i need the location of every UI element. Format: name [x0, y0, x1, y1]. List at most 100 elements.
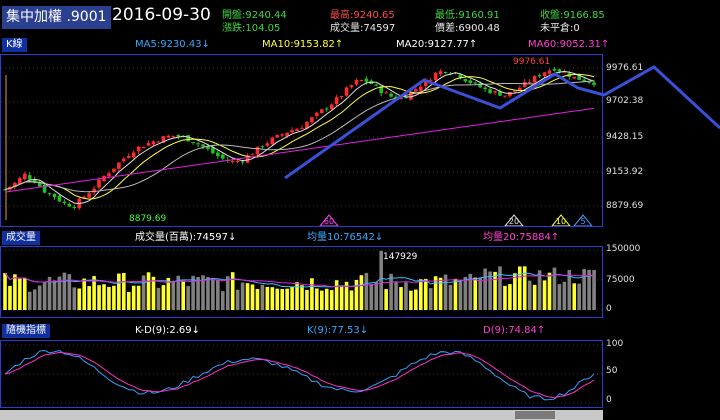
candle-body: [354, 80, 359, 85]
volume-chart: 147929: [1, 249, 602, 311]
volume-bar: [260, 284, 265, 310]
volume-bar: [592, 269, 596, 310]
open-price: 開盤:9240.44: [222, 10, 287, 21]
volume-bar: [562, 281, 567, 310]
k-line: [4, 349, 595, 401]
candle-body: [518, 87, 522, 91]
high-marker: 9976.61: [513, 57, 550, 67]
candle-body: [171, 135, 176, 137]
candle-body: [235, 161, 240, 163]
volume-bar: [235, 289, 240, 310]
volume-bar: [324, 288, 329, 310]
candle-body: [216, 152, 220, 157]
volume-bar: [359, 275, 364, 310]
volume-tick: 150000: [606, 244, 641, 254]
period-flag-label: 10: [556, 217, 566, 226]
candle-body: [240, 161, 245, 163]
candle-body: [295, 129, 299, 131]
volume-bar: [166, 277, 171, 310]
candle-body: [532, 76, 537, 83]
volume-value: 成交量:74597: [330, 23, 396, 34]
volume-bar: [329, 290, 334, 310]
volume-panel[interactable]: 147929: [0, 246, 603, 318]
volume-bar: [141, 275, 146, 310]
volume-bar: [428, 288, 433, 310]
candle-body: [433, 72, 438, 81]
period-flag-label: 5: [580, 217, 585, 226]
volume-bar: [27, 291, 32, 310]
candle-body: [513, 90, 517, 92]
volume-bar: [146, 272, 151, 310]
volume-bar: [265, 286, 270, 310]
candle-body: [62, 201, 67, 204]
volume-bar: [468, 273, 473, 310]
candle-body: [438, 71, 443, 75]
candle-body: [443, 71, 448, 73]
candle-body: [82, 196, 86, 198]
candle-body: [211, 147, 215, 154]
volume-tab[interactable]: 成交量: [2, 231, 40, 245]
volume-bar: [567, 270, 572, 310]
candle-body: [389, 93, 393, 97]
volume-bar: [270, 287, 275, 310]
date-label: 2016-09-30: [112, 5, 211, 25]
period-flag: [319, 214, 339, 226]
volume-bar: [230, 272, 235, 310]
volume-bar: [354, 279, 359, 310]
volume-avg10-line: [4, 272, 595, 288]
symbol-label[interactable]: 集中加權 .9001: [2, 6, 111, 29]
volume-bar: [92, 276, 96, 310]
candle-body: [112, 168, 116, 172]
candle-body: [344, 87, 349, 96]
volume-bar: [572, 283, 577, 310]
candle-body: [141, 146, 146, 149]
candle-body: [166, 135, 171, 138]
candle-body: [126, 155, 131, 158]
candle-body: [156, 141, 161, 143]
volume-bar: [508, 284, 512, 310]
volume-avg20-line: [4, 272, 595, 288]
ma5-label: MA5:9230.43↓: [135, 39, 210, 50]
candle-body: [473, 82, 478, 84]
volume-bar: [52, 280, 57, 310]
volume-bar: [458, 280, 463, 310]
candle-body: [117, 162, 121, 169]
volume-bar: [349, 290, 354, 310]
kline-tab[interactable]: K線: [2, 38, 27, 52]
candle-body: [592, 82, 596, 86]
candle-body: [547, 70, 552, 74]
candle-body: [399, 97, 403, 100]
candle-body: [176, 135, 181, 137]
kd-tab[interactable]: 隨機指標: [2, 324, 50, 338]
price-tick: 8879.69: [606, 201, 644, 211]
volume-tick: 0: [606, 304, 612, 314]
candle-body: [339, 96, 344, 98]
volume-bar: [37, 285, 42, 310]
period-flag-label: 60: [324, 217, 334, 226]
price-tick: 9153.92: [606, 167, 644, 177]
candle-body: [463, 78, 468, 82]
volume-bar: [57, 276, 62, 310]
volume-bar: [443, 274, 448, 310]
volume-label-bar: 成交量 成交量(百萬):74597↓ 均量10:76542↓ 均量20:7588…: [0, 230, 720, 246]
candle-body: [191, 141, 195, 143]
volume-bar: [527, 280, 532, 310]
avg20-label: 均量20:75884↑: [483, 232, 560, 243]
volume-bar: [552, 267, 557, 310]
scrollbar-thumb[interactable]: [515, 411, 555, 419]
horizontal-scrollbar[interactable]: [0, 410, 603, 420]
candle-body: [67, 203, 72, 207]
candle-body: [97, 179, 101, 188]
ma60-label: MA60:9052.31↑: [528, 39, 610, 50]
volume-bar: [537, 270, 542, 310]
candle-body: [255, 146, 260, 155]
kd-chart: [1, 344, 602, 404]
candle-body: [334, 97, 339, 104]
volume-bar: [196, 276, 200, 310]
kd-panel[interactable]: [0, 340, 603, 408]
amount-value: 價差:6900.48: [435, 23, 500, 34]
volume-bar: [181, 280, 185, 310]
kline-panel[interactable]: 9976.61 8879.69 60 20 10 5: [0, 54, 603, 227]
candle-body: [37, 182, 42, 187]
volume-bar: [518, 266, 522, 310]
